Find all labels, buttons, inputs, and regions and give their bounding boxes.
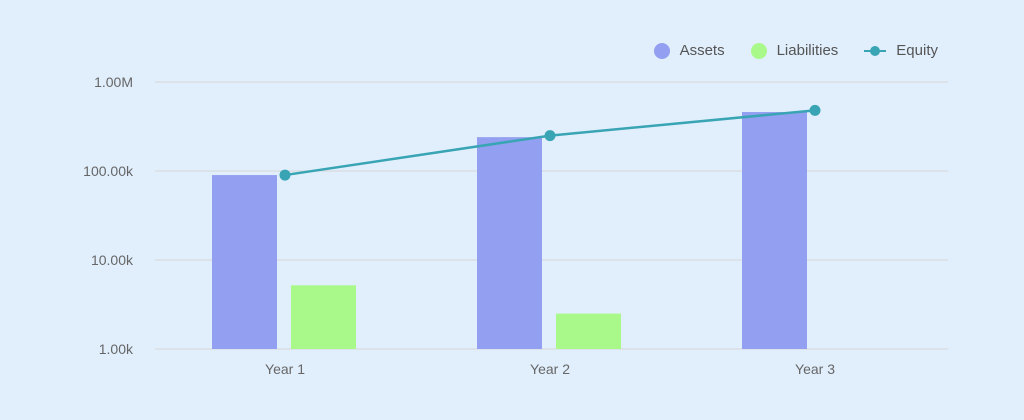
y-axis-tick-label: 10.00k — [91, 252, 134, 268]
bar-liabilities[interactable] — [556, 313, 621, 349]
y-axis-tick-label: 1.00M — [94, 74, 133, 90]
legend-label-liabilities: Liabilities — [776, 42, 839, 59]
legend-label-assets: Assets — [679, 42, 725, 59]
liabilities-swatch-icon — [750, 42, 767, 59]
x-axis-tick-label: Year 2 — [530, 361, 570, 377]
legend-label-equity: Equity — [896, 42, 938, 59]
equity-point[interactable] — [279, 169, 291, 181]
legend-item-equity[interactable]: Equity — [864, 42, 938, 59]
assets-swatch-icon — [653, 42, 670, 59]
x-axis-tick-label: Year 3 — [795, 361, 835, 377]
equity-line-swatch-icon — [864, 45, 887, 57]
y-axis-tick-label: 1.00k — [99, 341, 134, 357]
bar-assets[interactable] — [212, 175, 277, 349]
y-axis-tick-label: 100.00k — [83, 163, 134, 179]
equity-line — [284, 109, 816, 177]
legend-item-assets[interactable]: Assets — [653, 42, 725, 59]
bar-assets[interactable] — [477, 137, 542, 349]
bar-liabilities[interactable] — [291, 285, 356, 349]
bar-assets[interactable] — [742, 112, 807, 349]
equity-point[interactable] — [809, 104, 821, 116]
legend-item-liabilities[interactable]: Liabilities — [750, 42, 839, 59]
chart-legend: Assets Liabilities Equity — [653, 42, 938, 59]
equity-point[interactable] — [544, 130, 556, 142]
x-axis-tick-label: Year 1 — [265, 361, 305, 377]
